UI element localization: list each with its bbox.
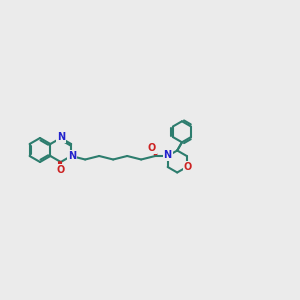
Text: O: O [184, 162, 192, 172]
Text: N: N [68, 151, 76, 161]
Text: O: O [57, 165, 65, 175]
Text: N: N [164, 150, 172, 160]
Text: O: O [148, 143, 156, 153]
Text: N: N [57, 133, 65, 142]
